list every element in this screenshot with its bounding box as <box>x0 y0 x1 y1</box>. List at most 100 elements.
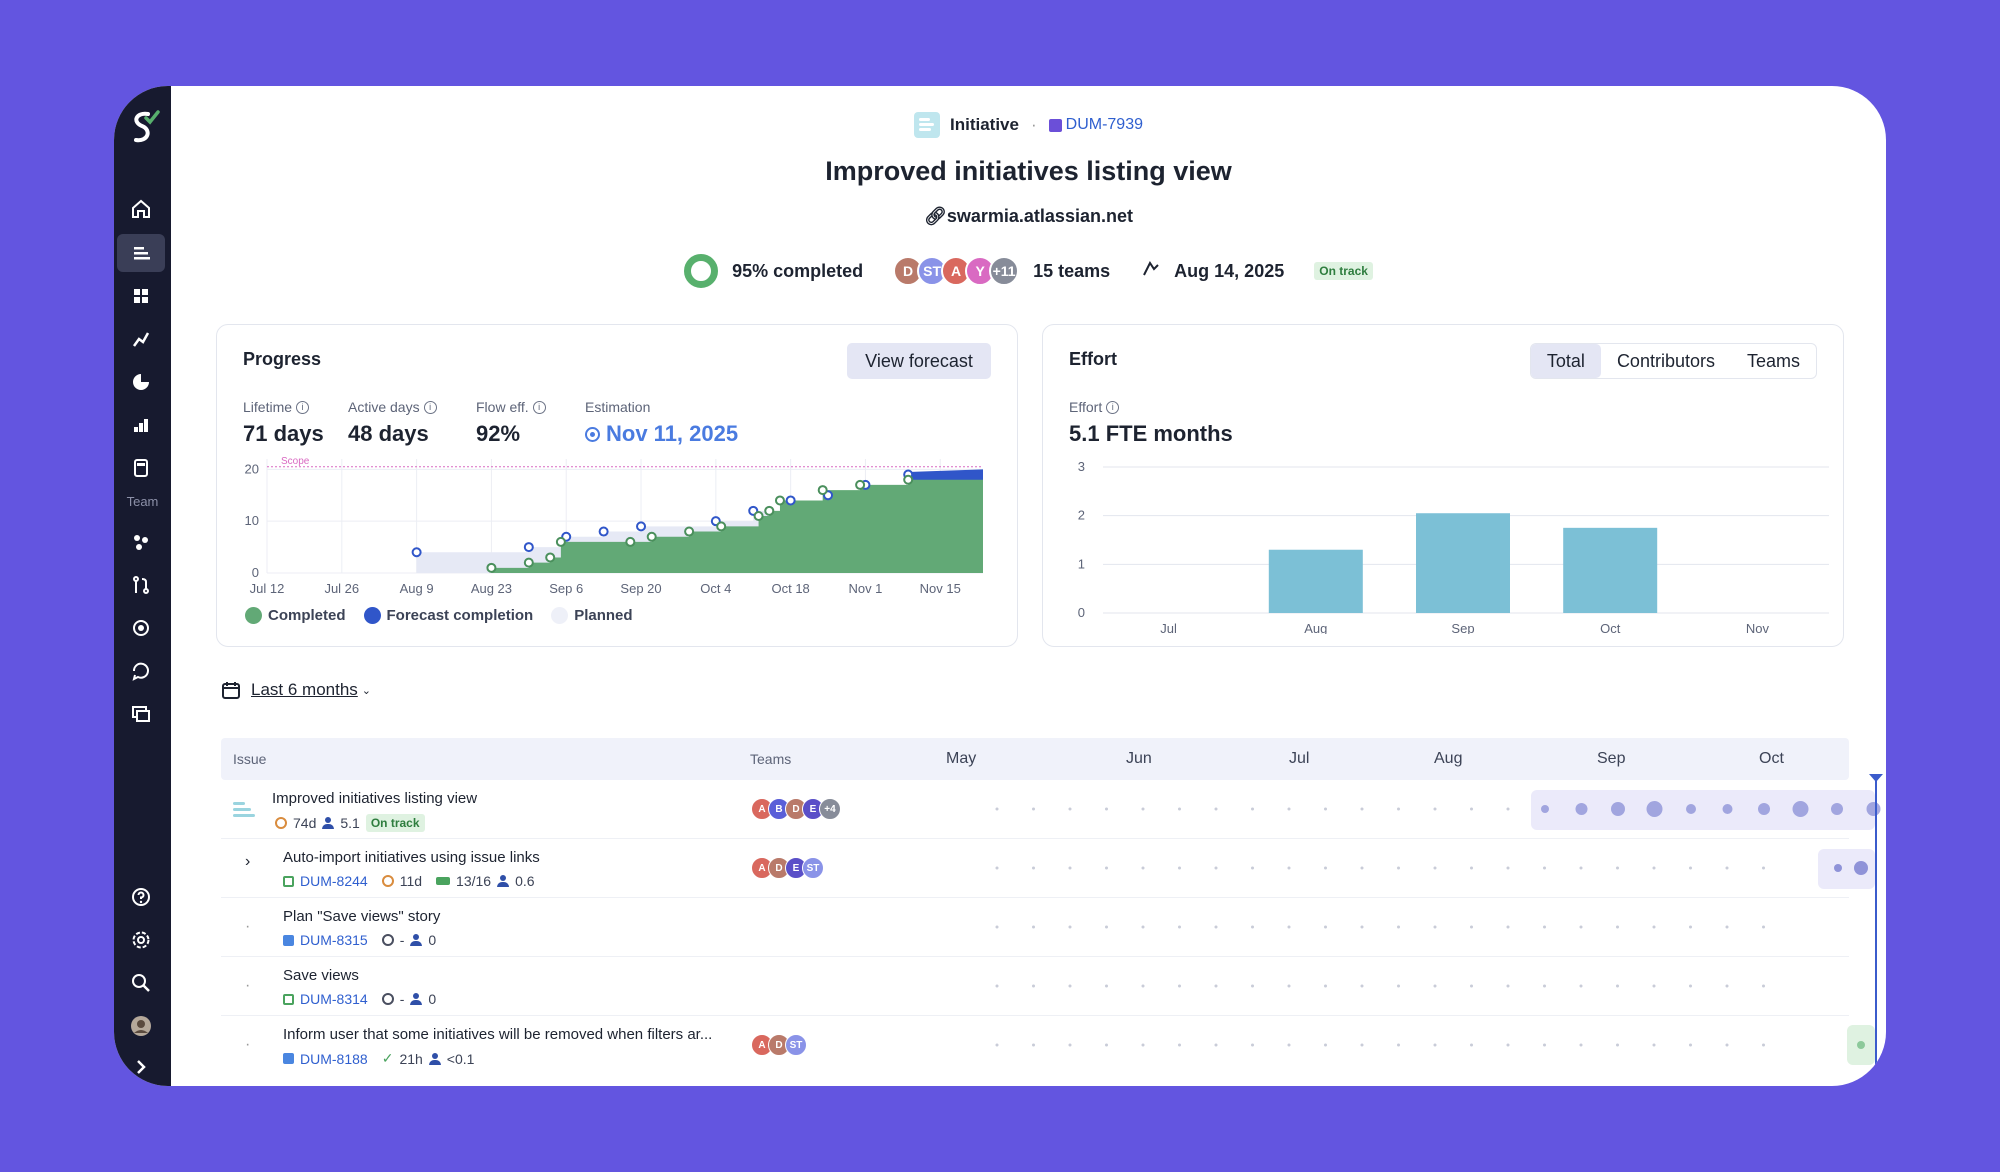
stat-value: 92% <box>476 421 521 446</box>
retro-icon[interactable] <box>117 652 165 690</box>
timeline-tick-dot <box>1689 1043 1692 1047</box>
chevron-right-icon[interactable]: › <box>245 853 251 870</box>
work-icon[interactable] <box>117 523 165 561</box>
help-icon[interactable] <box>117 878 165 916</box>
timeline-tick-dot <box>1616 1043 1619 1047</box>
table-row[interactable]: · Plan "Save views" story DUM-8315 - 0 <box>221 898 1849 956</box>
timeline-tick-dot <box>1178 866 1181 870</box>
legend-item[interactable]: Forecast completion <box>363 607 533 624</box>
timeline-tick-dot <box>1032 984 1035 988</box>
investment-icon[interactable] <box>117 363 165 401</box>
pull-requests-icon[interactable] <box>117 566 165 604</box>
timeline-tick-dot <box>1762 925 1765 929</box>
planned-point <box>785 495 796 506</box>
row-team-avatars[interactable]: A D ST <box>751 1034 807 1056</box>
row-title[interactable]: Inform user that some initiatives will b… <box>283 1026 713 1043</box>
month-label: Sep <box>1597 750 1626 767</box>
metrics-icon[interactable] <box>117 320 165 358</box>
focus-icon[interactable] <box>117 609 165 647</box>
info-icon[interactable]: i <box>1106 400 1120 414</box>
row-progress: 13/16 <box>456 873 492 889</box>
row-time: - <box>399 991 405 1007</box>
expand-icon[interactable] <box>117 1048 165 1086</box>
tab-teams[interactable]: Teams <box>1746 350 1800 371</box>
timeline-tick-dot <box>1287 807 1291 811</box>
row-effort: 0 <box>428 991 437 1007</box>
settings-icon[interactable] <box>117 921 165 959</box>
info-icon[interactable]: i <box>423 400 437 414</box>
avatar-icon[interactable] <box>117 1007 165 1045</box>
table-row[interactable]: · Save views DUM-8314 - 0 <box>221 957 1849 1015</box>
table-row[interactable]: › Auto-import initiatives using issue li… <box>221 839 1849 897</box>
column-header-teams[interactable]: Teams <box>750 751 792 767</box>
stat-estimation: Estimation Nov 11, 2025 <box>585 399 738 447</box>
row-title[interactable]: Plan "Save views" story <box>283 908 441 925</box>
team-avatars[interactable]: D ST A Y +11 <box>893 256 1020 286</box>
x-tick-label: Sep 20 <box>620 581 661 596</box>
dashboard-icon[interactable] <box>117 277 165 315</box>
row-issue-key[interactable]: DUM-8314 <box>300 991 368 1007</box>
effort-bar <box>1563 527 1658 613</box>
legend-item[interactable]: Planned <box>551 607 633 624</box>
date-range-label: Last 6 months <box>251 680 358 699</box>
avatar-more: +4 <box>819 798 841 820</box>
initiatives-icon[interactable] <box>117 234 165 272</box>
row-title[interactable]: Improved initiatives listing view <box>272 790 478 807</box>
bullet-icon: · <box>245 977 251 994</box>
column-header-issue[interactable]: Issue <box>233 751 267 767</box>
timeline-tick-dot <box>995 984 999 988</box>
progress-icon <box>436 877 451 885</box>
info-icon[interactable]: i <box>296 400 310 414</box>
stacked-icon[interactable] <box>117 695 165 733</box>
site-link[interactable]: 🔗︎swarmia.atlassian.net <box>171 206 1886 227</box>
row-issue-key[interactable]: DUM-8244 <box>300 873 368 889</box>
row-meta: DUM-8315 - 0 <box>283 932 436 948</box>
search-icon[interactable] <box>117 964 165 1002</box>
issue-key-link[interactable]: DUM-7939 <box>1048 116 1143 134</box>
effort-bar <box>1268 549 1363 613</box>
timeline-tick-dot <box>1214 984 1218 988</box>
timeline-tick-dot <box>1105 807 1108 811</box>
table-row[interactable]: Improved initiatives listing view 74d 5.… <box>221 780 1849 838</box>
time-icon <box>381 993 394 1005</box>
x-tick-label: Sep 6 <box>549 581 583 596</box>
row-issue-key[interactable]: DUM-8188 <box>300 1050 368 1067</box>
check-icon: ✓ <box>381 1050 394 1066</box>
x-tick-label: Nov 15 <box>920 581 961 596</box>
person-icon <box>410 993 423 1005</box>
bar-stats-icon[interactable] <box>117 406 165 444</box>
view-forecast-button[interactable]: View forecast <box>847 343 991 379</box>
timeline-tick-dot <box>1105 866 1108 870</box>
legend-label: Planned <box>574 607 633 624</box>
date-range-filter[interactable]: Last 6 months ⌄ <box>221 680 371 700</box>
row-title[interactable]: Save views <box>283 967 359 984</box>
calculator-icon[interactable] <box>117 449 165 487</box>
forecast-area <box>908 469 983 483</box>
story-icon <box>283 875 294 887</box>
planned-point <box>523 542 534 553</box>
timeline-tick-dot <box>995 807 999 811</box>
timeline-tick-dot <box>1762 984 1765 988</box>
info-icon[interactable]: i <box>532 400 546 414</box>
teams-count[interactable]: 15 teams <box>1033 260 1111 281</box>
row-team-avatars[interactable]: A B D E +4 <box>751 798 841 820</box>
row-divider <box>221 1015 1849 1016</box>
row-issue-key[interactable]: DUM-8315 <box>300 932 368 948</box>
swarmia-logo[interactable] <box>128 108 160 148</box>
tab-total[interactable]: Total <box>1530 344 1601 378</box>
tab-contributors[interactable]: Contributors <box>1616 350 1715 371</box>
timeline-tick-dot <box>1141 807 1145 811</box>
avatar-more: +11 <box>989 256 1020 286</box>
row-divider <box>221 956 1849 957</box>
table-row[interactable]: · Inform user that some initiatives will… <box>221 1016 1849 1074</box>
timeline-tick-dot <box>1433 984 1437 988</box>
home-icon[interactable] <box>117 190 165 228</box>
legend-item[interactable]: Completed <box>245 607 346 624</box>
timeline-tick-dot <box>1032 925 1035 929</box>
legend-swatch <box>245 607 262 624</box>
status-badge: On track <box>1314 262 1373 280</box>
timeline-tick-dot <box>1178 807 1181 811</box>
row-team-avatars[interactable]: A D E ST <box>751 857 824 879</box>
row-title[interactable]: Auto-import initiatives using issue link… <box>283 849 540 866</box>
timeline-tick-dot <box>1214 925 1218 929</box>
